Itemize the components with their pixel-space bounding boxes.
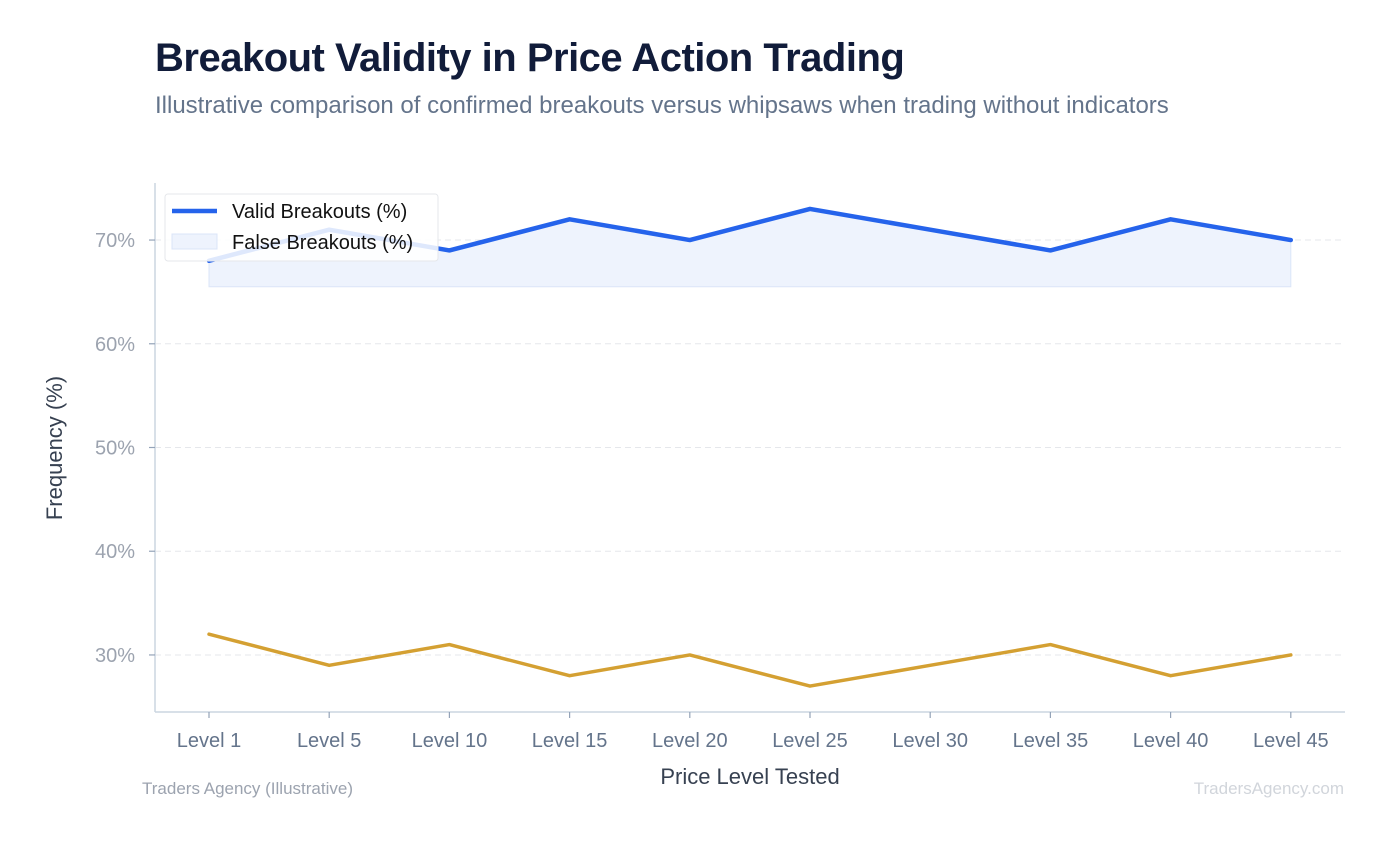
y-tick-label: 30%	[95, 645, 135, 667]
y-axis-label: Frequency (%)	[42, 376, 67, 520]
x-axis-ticks: Level 1 Level 5 Level 10 Level 15 Level 20 Le…	[177, 712, 1329, 752]
y-tick-label: 70%	[95, 230, 135, 252]
y-axis-ticks: 30% 40% 50% 60% 70%	[95, 230, 155, 667]
legend-label-false: False Breakouts (%)	[232, 232, 413, 254]
line-false-breakouts	[207, 632, 1293, 688]
x-tick-label: Level 1	[177, 730, 242, 752]
watermark: TradersAgency.com	[1193, 779, 1344, 798]
chart-subtitle: Illustrative comparison of confirmed bre…	[155, 92, 1169, 119]
legend: Valid Breakouts (%) False Breakouts (%)	[164, 193, 439, 262]
x-tick-label: Level 5	[297, 730, 362, 752]
x-tick-label: Level 15	[532, 730, 608, 752]
legend-box	[164, 193, 439, 262]
y-tick-label: 60%	[95, 334, 135, 356]
x-tick-label: Level 25	[772, 730, 848, 752]
x-tick-label: Level 20	[652, 730, 728, 752]
chart-title: Breakout Validity in Price Action Tradin…	[155, 36, 905, 80]
x-axis-label: Price Level Tested	[660, 764, 839, 789]
x-tick-label: Level 40	[1133, 730, 1209, 752]
gridlines	[155, 239, 1345, 656]
legend-swatch-false	[171, 233, 218, 250]
x-tick-label: Level 45	[1253, 730, 1329, 752]
x-tick-label: Level 30	[892, 730, 968, 752]
source-note: Traders Agency (Illustrative)	[142, 779, 353, 798]
x-tick-label: Level 10	[412, 730, 488, 752]
legend-label-valid: Valid Breakouts (%)	[232, 201, 407, 223]
x-tick-label: Level 35	[1013, 730, 1089, 752]
y-tick-label: 40%	[95, 541, 135, 563]
y-tick-label: 50%	[95, 438, 135, 460]
